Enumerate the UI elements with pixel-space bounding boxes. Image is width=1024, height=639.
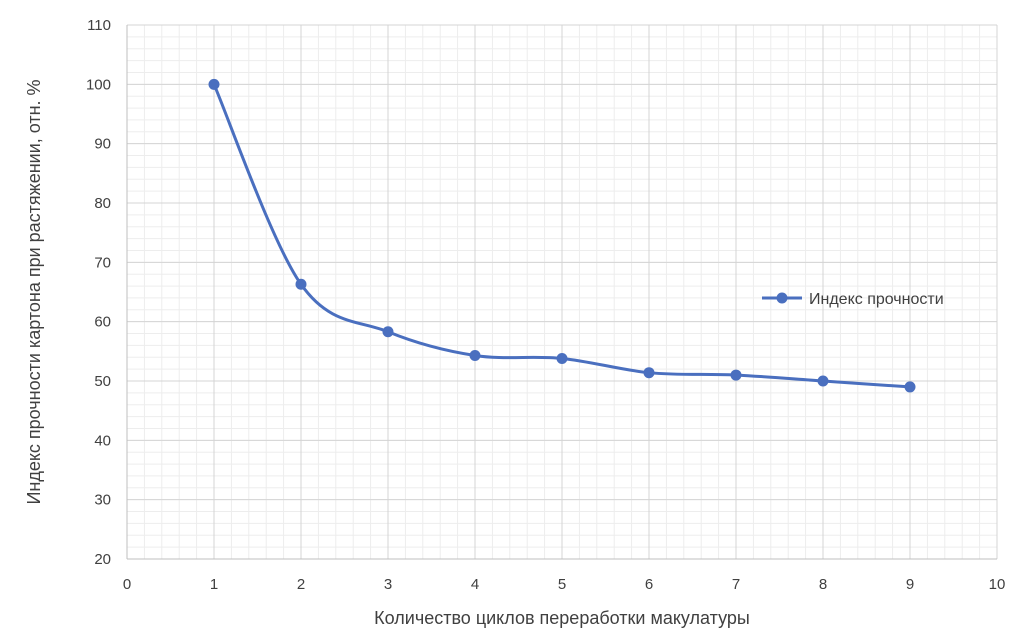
y-tick-label: 50 xyxy=(94,373,111,390)
series-layer xyxy=(208,78,916,393)
data-point xyxy=(382,326,394,338)
y-tick-label: 60 xyxy=(94,314,111,331)
y-tick-label: 70 xyxy=(94,254,111,271)
y-axis-title: Индекс прочности картона при растяжении,… xyxy=(24,79,44,504)
x-tick-labels: 0 1 2 3 4 5 6 7 8 9 10 xyxy=(123,576,1006,593)
y-tick-label: 30 xyxy=(94,492,111,509)
x-tick-label: 9 xyxy=(906,576,914,593)
data-point xyxy=(295,278,307,290)
x-tick-label: 6 xyxy=(645,576,653,593)
data-point xyxy=(208,78,220,90)
y-tick-label: 110 xyxy=(87,17,111,34)
y-tick-labels: 20 30 40 50 60 70 80 90 100 110 xyxy=(86,17,111,568)
data-point xyxy=(556,352,568,364)
data-point xyxy=(643,367,655,379)
y-tick-label: 90 xyxy=(94,136,111,153)
x-tick-label: 1 xyxy=(210,576,218,593)
legend-marker-swatch xyxy=(776,292,788,304)
x-axis-title: Количество циклов переработки макулатуры xyxy=(374,608,750,628)
x-tick-label: 2 xyxy=(297,576,305,593)
x-tick-label: 0 xyxy=(123,576,131,593)
y-tick-label: 100 xyxy=(86,76,111,93)
y-tick-label: 40 xyxy=(94,432,111,449)
data-point xyxy=(730,369,742,381)
axes xyxy=(126,25,997,560)
x-tick-label: 5 xyxy=(558,576,566,593)
x-tick-label: 7 xyxy=(732,576,740,593)
x-tick-label: 3 xyxy=(384,576,392,593)
y-tick-label: 80 xyxy=(94,195,111,212)
legend-label: Индекс прочности xyxy=(809,291,944,308)
data-point xyxy=(817,375,829,387)
x-tick-label: 10 xyxy=(989,576,1006,593)
y-tick-label: 20 xyxy=(94,551,111,568)
data-point xyxy=(904,381,916,393)
data-point xyxy=(469,349,481,361)
x-tick-label: 4 xyxy=(471,576,479,593)
legend: Индекс прочности xyxy=(762,291,944,308)
x-tick-label: 8 xyxy=(819,576,827,593)
